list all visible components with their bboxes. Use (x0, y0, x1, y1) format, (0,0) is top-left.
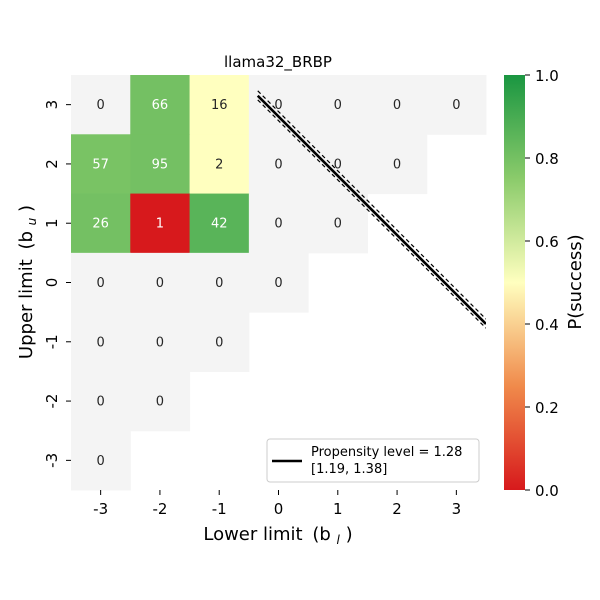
heatmap-cell (71, 371, 131, 432)
y-tick-label: -3 (43, 453, 61, 468)
cell-label: 0 (334, 98, 342, 113)
cell-label: 1 (156, 217, 164, 232)
heatmap-cell (248, 193, 309, 254)
propensity-lines (256, 90, 486, 329)
heatmap-cell (71, 134, 131, 195)
heatmap-cell (130, 75, 191, 135)
cell-label: 0 (274, 98, 282, 113)
y-tick-label: 2 (43, 159, 61, 169)
heatmap-cell (426, 75, 487, 135)
heatmap-cell (189, 252, 250, 313)
colorbar-tick-label: 0.8 (535, 150, 559, 168)
cell-label: 0 (452, 98, 460, 113)
cell-label: 0 (97, 395, 105, 410)
cell-label: 66 (152, 98, 169, 113)
cell-label: 42 (211, 217, 228, 232)
legend-box (266, 438, 480, 483)
cell-label: 0 (334, 217, 342, 232)
cell-label: 0 (393, 98, 401, 113)
legend: Propensity level = 1.28 [1.19, 1.38] (266, 438, 480, 483)
cell-label: 0 (97, 454, 105, 469)
heatmap-cell (308, 75, 368, 135)
cell-label: 0 (97, 335, 105, 350)
cell-label: 26 (92, 217, 109, 232)
heatmap-cell (367, 134, 428, 195)
cell-label: 0 (97, 98, 105, 113)
legend-label: Propensity level = 1.28 (311, 445, 462, 460)
legend-ci-label: [1.19, 1.38] (311, 462, 387, 477)
cell-label: 0 (97, 276, 105, 291)
x-axis-label: Lower limit (b l ) (203, 524, 352, 549)
cell-label: 0 (274, 217, 282, 232)
heatmap-cell (130, 134, 191, 195)
colorbar: 0.0 0.2 0.4 0.6 0.8 1.0 P(success) (504, 67, 586, 500)
cell-label: 0 (215, 335, 223, 350)
colorbar-tick-label: 0.4 (535, 316, 559, 334)
heatmap-cell (367, 75, 428, 135)
x-axis-ticks: -3 -2 -1 0 1 2 3 (93, 490, 461, 518)
heatmap-cell (71, 312, 131, 372)
heatmap-cell (189, 75, 250, 135)
heatmap-cell (189, 312, 250, 372)
x-tick-label: -1 (212, 500, 227, 518)
heatmap-cell (130, 252, 191, 313)
x-tick-label: 3 (452, 500, 462, 518)
heatmap-cell (71, 430, 131, 491)
x-tick-label: 0 (274, 500, 284, 518)
colorbar-tick-label: 0.2 (535, 399, 559, 417)
heatmap-cell (71, 75, 131, 135)
heatmap-cell (248, 75, 309, 135)
heatmap-cell (308, 134, 368, 195)
heatmap-cell (308, 193, 368, 254)
cell-label: 0 (274, 157, 282, 172)
heatmap-cell (130, 312, 191, 372)
cell-label: 0 (156, 335, 164, 350)
cell-label: 0 (156, 276, 164, 291)
y-tick-label: 3 (43, 100, 61, 110)
cell-label: 0 (393, 157, 401, 172)
colorbar-gradient (504, 75, 525, 490)
propensity-level-line (256, 94, 486, 325)
y-tick-label: -1 (43, 334, 61, 349)
propensity-ci-upper-line (257, 90, 486, 320)
heatmap-cell (71, 252, 131, 313)
colorbar-ticks: 0.0 0.2 0.4 0.6 0.8 1.0 (525, 67, 559, 500)
colorbar-label: P(success) (565, 234, 586, 329)
cell-label: 0 (156, 395, 164, 410)
y-tick-label: 0 (43, 278, 61, 288)
y-axis-label: Upper limit (b u ) (16, 205, 41, 359)
heatmap-cell (130, 371, 191, 432)
y-tick-label: 1 (43, 218, 61, 228)
heatmap-cell (71, 193, 131, 254)
cell-label: 0 (215, 276, 223, 291)
colorbar-tick-label: 0.0 (535, 482, 559, 500)
x-tick-label: -3 (93, 500, 108, 518)
heatmap-cell (189, 193, 250, 254)
chart-title: llama32_BRBP (224, 53, 332, 72)
x-tick-label: 2 (392, 500, 402, 518)
x-tick-label: -2 (152, 500, 167, 518)
heatmap-cell (248, 134, 309, 195)
colorbar-tick-label: 0.6 (535, 233, 559, 251)
x-tick-label: 1 (333, 500, 343, 518)
heatmap-cell (248, 252, 309, 313)
colorbar-tick-label: 1.0 (535, 67, 559, 85)
propensity-ci-lower-line (257, 99, 486, 329)
cell-label: 57 (92, 157, 109, 172)
heatmap-cell (189, 134, 250, 195)
y-tick-label: -2 (43, 394, 61, 409)
heatmap-cell (130, 193, 191, 254)
cell-label: 0 (274, 276, 282, 291)
y-axis-ticks: 3 2 1 0 -1 -2 -3 (43, 100, 71, 468)
cell-label: 16 (211, 98, 228, 113)
cell-label: 0 (334, 157, 342, 172)
cell-label: 2 (215, 157, 223, 172)
cell-label: 95 (152, 157, 169, 172)
heatmap-cells: 0 66 16 0 0 0 0 57 95 2 0 0 0 26 1 42 0 0 0 0 0 0 0 0 0 0 0 0 (71, 75, 487, 491)
